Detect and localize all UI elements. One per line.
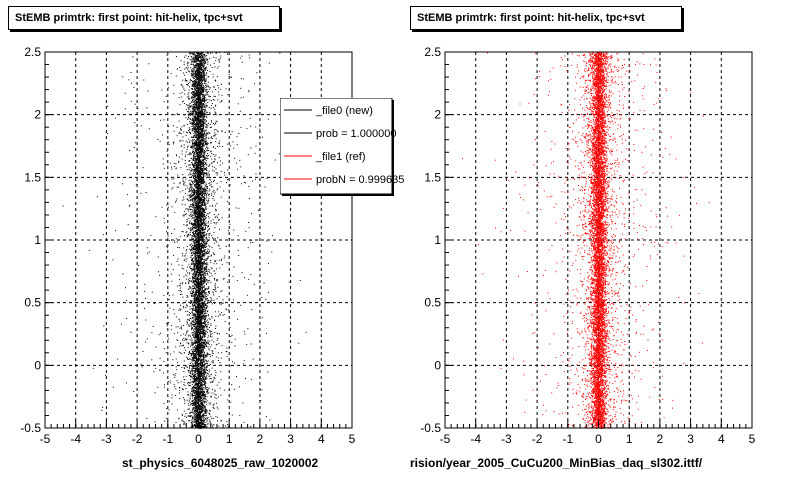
y-tick-label: 2.5 — [424, 45, 441, 59]
x-tick-label: 2 — [257, 432, 264, 446]
legend-entry: _file1 (ref) — [315, 151, 366, 163]
x-tick-label: 5 — [349, 432, 356, 446]
x-tick-label: -5 — [40, 432, 51, 446]
x-tick-label: -1 — [562, 432, 573, 446]
x-tick-label: -1 — [162, 432, 173, 446]
x-tick-label: 1 — [226, 432, 233, 446]
y-tick-label: 1 — [434, 233, 441, 247]
y-tick-label: 2.5 — [24, 45, 41, 59]
x-tick-label: -2 — [532, 432, 543, 446]
x-tick-label: 3 — [287, 432, 294, 446]
x-tick-label: -4 — [70, 432, 81, 446]
scatter-points-red — [462, 52, 710, 429]
plot-right: -5 -4 -3 -2 -1 0 1 2 3 4 5 -0.5 0 0.5 1 1.5 2 2.5 — [420, 45, 755, 446]
right-chart-title: StEMB primtrk: first point: hit-helix, t… — [410, 6, 682, 30]
plot-left: -5 -4 -3 -2 -1 0 1 2 3 4 5 -0.5 0 0.5 1 1.5 2 2.5 — [20, 45, 355, 446]
y-tick-label: 0.5 — [24, 296, 41, 310]
legend-entry: _file0 (new) — [315, 105, 373, 117]
y-tick-label: 1 — [34, 233, 41, 247]
x-tick-label: 5 — [749, 432, 756, 446]
right-x-axis-label: rision/year_2005_CuCu200_MinBias_daq_sl3… — [410, 456, 703, 470]
scatter-points-black — [62, 52, 307, 429]
legend-box — [280, 98, 393, 195]
y-tick-label: 1.5 — [24, 170, 41, 184]
x-tick-label: -3 — [101, 432, 112, 446]
y-tick-label: 0.5 — [424, 296, 441, 310]
x-tick-label: 2 — [657, 432, 664, 446]
x-tick-label: 0 — [195, 432, 202, 446]
x-tick-label: 1 — [626, 432, 633, 446]
x-tick-label: 3 — [687, 432, 694, 446]
x-tick-label: 0 — [595, 432, 602, 446]
left-x-axis-label: st_physics_6048025_raw_1020002 — [122, 456, 319, 470]
legend-entry: prob = 1.000000 — [316, 128, 396, 140]
y-tick-label: 2 — [34, 108, 41, 122]
y-tick-label: 0 — [34, 358, 41, 372]
x-tick-label: -3 — [501, 432, 512, 446]
left-chart-title: StEMB primtrk: first point: hit-helix, t… — [8, 6, 280, 30]
legend-entry: probN = 0.999635 — [316, 174, 404, 186]
y-tick-label: -0.5 — [20, 421, 41, 435]
x-tick-label: 4 — [318, 432, 325, 446]
x-tick-label: -4 — [470, 432, 481, 446]
x-tick-label: -2 — [132, 432, 143, 446]
y-tick-label: 0 — [434, 358, 441, 372]
legend: _file0 (new) prob = 1.000000 _file1 (ref) p… — [280, 98, 404, 196]
y-tick-label: -0.5 — [420, 421, 441, 435]
x-tick-label: -5 — [440, 432, 451, 446]
y-tick-label: 2 — [434, 108, 441, 122]
y-tick-label: 1.5 — [424, 170, 441, 184]
x-tick-label: 4 — [718, 432, 725, 446]
